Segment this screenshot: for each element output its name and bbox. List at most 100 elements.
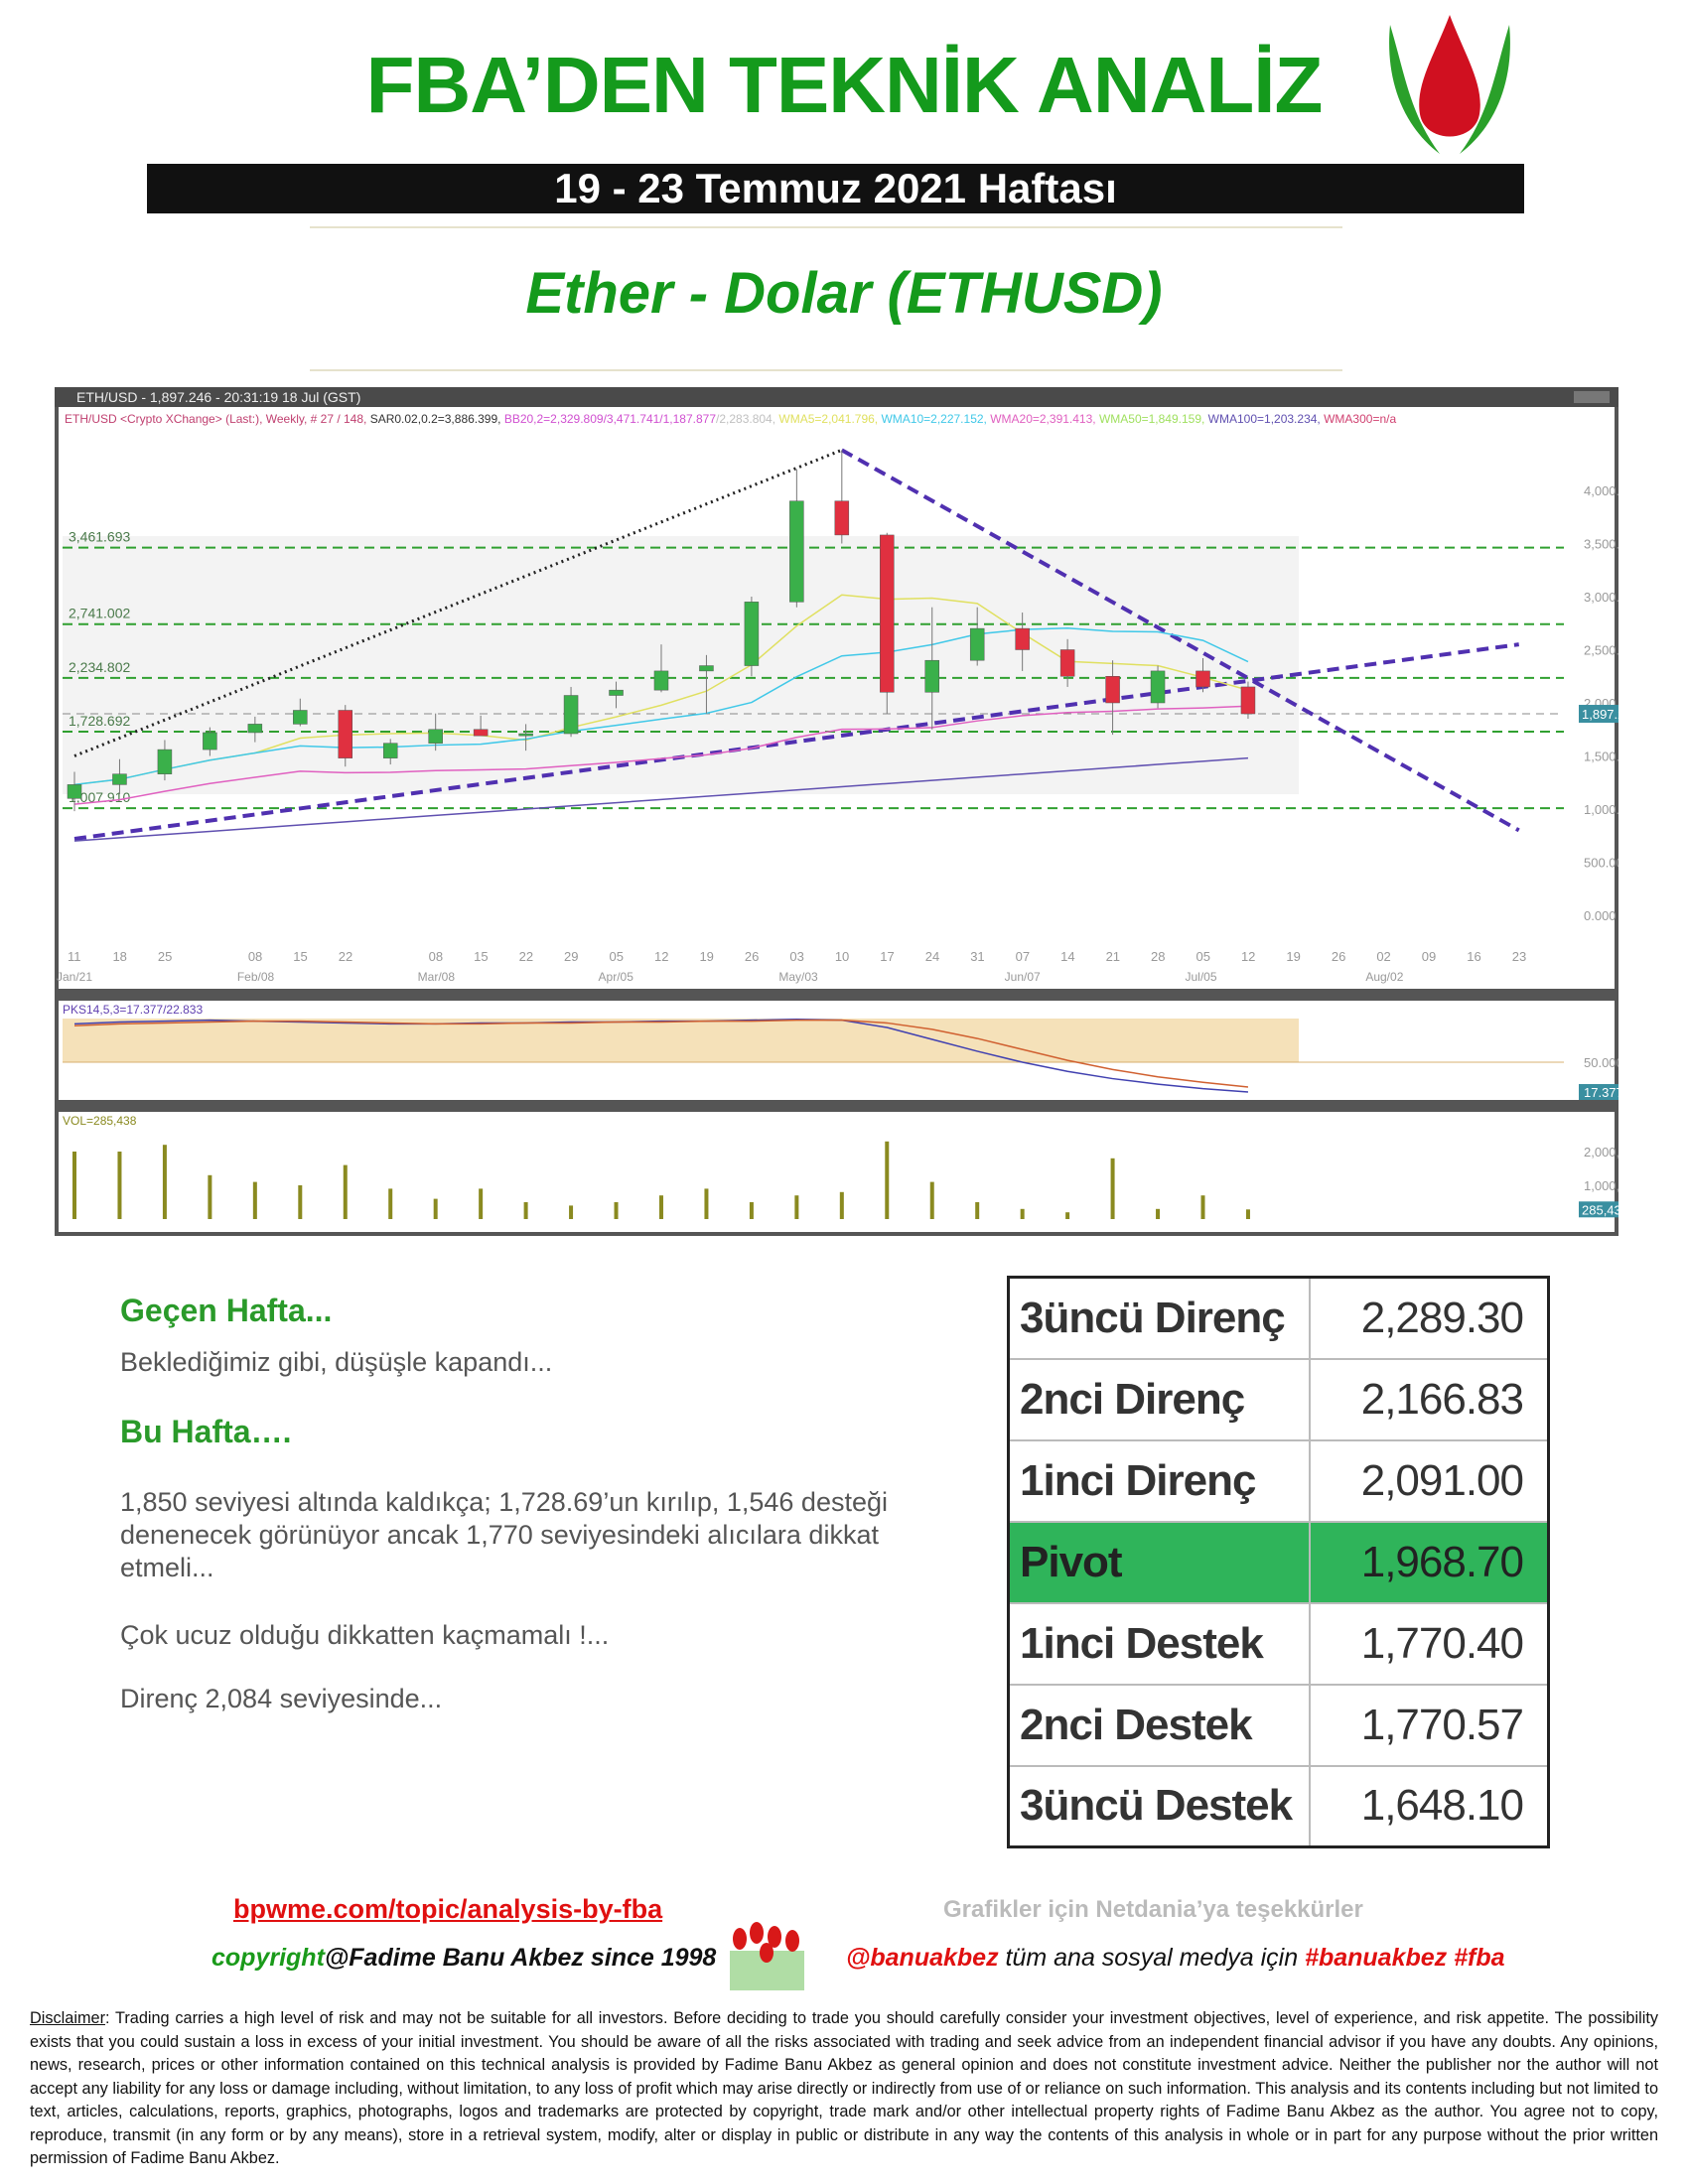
candle <box>112 773 127 785</box>
candle <box>653 670 669 691</box>
volume-bar <box>298 1185 303 1219</box>
legend-item: BB20,2=2,329.809/3,471.741/1,187.877 <box>504 412 717 426</box>
candle <box>834 500 850 536</box>
x-axis-month-tick: Jul/05 <box>1186 970 1217 984</box>
candle <box>924 659 939 693</box>
volume-bar <box>1156 1208 1161 1219</box>
y-axis-tick: 4,000.000 <box>1584 483 1618 498</box>
level-value: 1,968.70 <box>1308 1520 1550 1604</box>
x-axis-tick: 15 <box>293 949 307 964</box>
candle <box>744 602 760 666</box>
level-label: 3üncü Destek <box>1007 1764 1311 1848</box>
legend-item: WMA50=1,849.159, <box>1099 412 1208 426</box>
volume-bar <box>749 1202 754 1219</box>
x-axis-tick: 10 <box>835 949 849 964</box>
volume-bar <box>1020 1208 1025 1219</box>
legend-item: WMA5=2,041.796, <box>778 412 881 426</box>
volume-bar <box>117 1152 122 1219</box>
candle <box>382 743 398 758</box>
oscillator-tag <box>1579 1084 1618 1101</box>
level-value: 2,091.00 <box>1308 1438 1550 1523</box>
copyright-owner: @Fadime Banu Akbez since 1998 <box>324 1944 717 1972</box>
x-axis-tick: 15 <box>474 949 488 964</box>
volume-bar <box>704 1188 709 1219</box>
level-label: 1,007.910 <box>69 789 130 805</box>
chart-window-title: ETH/USD - 1,897.246 - 20:31:19 18 Jul (G… <box>76 389 360 405</box>
x-axis-tick: 23 <box>1512 949 1526 964</box>
x-axis-tick: 19 <box>1286 949 1300 964</box>
overbought-zone <box>63 1019 1299 1062</box>
legend-item: WMA20=2,391.413, <box>990 412 1099 426</box>
last-week-heading: Geçen Hafta... <box>120 1293 333 1328</box>
level-value: 1,770.40 <box>1308 1601 1550 1686</box>
candle <box>247 724 263 734</box>
analysis-paragraph: 1,850 seviyesi altında kaldıkça; 1,728.6… <box>120 1487 888 1582</box>
x-axis-tick: 17 <box>880 949 894 964</box>
volume-bar <box>343 1164 348 1219</box>
x-axis-tick: 07 <box>1016 949 1030 964</box>
x-axis-tick: 25 <box>158 949 172 964</box>
x-axis-tick: 24 <box>925 949 939 964</box>
trendline <box>840 448 1520 833</box>
credits-text: Grafikler için Netdania’ya teşekkürler <box>943 1896 1363 1923</box>
disclaimer-text: : Trading carries a high level of risk a… <box>30 2009 1658 2167</box>
x-axis-tick: 22 <box>519 949 533 964</box>
last-price-tag <box>1579 705 1618 724</box>
level-label: 1inci Destek <box>1007 1601 1311 1686</box>
x-axis-month-tick: May/03 <box>778 970 818 984</box>
volume-bar <box>614 1202 619 1219</box>
disclaimer-label: Disclaimer <box>30 2009 105 2027</box>
pane-separator <box>55 1100 1618 1112</box>
volume-bar <box>1200 1195 1205 1219</box>
candle <box>473 729 489 737</box>
volume-bar <box>1065 1212 1070 1219</box>
analysis-link[interactable]: bpwme.com/topic/analysis-by-fba <box>233 1894 663 1924</box>
divider <box>310 369 1342 371</box>
level-label: 2,741.002 <box>69 606 130 621</box>
copyright-text: copyright@Fadime Banu Akbez since 1998 <box>211 1944 716 1973</box>
x-axis-month-tick: Aug/02 <box>1365 970 1403 984</box>
x-axis-tick: 28 <box>1151 949 1165 964</box>
level-value: 1,648.10 <box>1308 1764 1550 1848</box>
legend-item: WMA100=1,203.234, <box>1208 412 1324 426</box>
chart-titlebar <box>55 387 1618 407</box>
social-text: @banuakbez tüm ana sosyal medya için #ba… <box>846 1944 1505 1973</box>
window-controls-icon <box>1574 391 1610 403</box>
chart-svg: ETH/USD - 1,897.246 - 20:31:19 18 Jul (G… <box>55 387 1618 1219</box>
oscillator-last: 17.377 <box>1584 1085 1618 1100</box>
volume-bar <box>433 1198 438 1219</box>
level-label: 2nci Destek <box>1007 1683 1311 1767</box>
tulip-logo-icon <box>1389 15 1510 154</box>
hashtags[interactable]: #banuakbez #fba <box>1305 1944 1505 1972</box>
x-axis-tick: 03 <box>789 949 803 964</box>
volume-tick: 2,000,000 <box>1584 1145 1618 1160</box>
candle <box>1150 670 1166 704</box>
candle <box>67 784 82 799</box>
x-axis-tick: 08 <box>248 949 262 964</box>
x-axis-tick: 29 <box>564 949 578 964</box>
y-axis-tick: 1,500.000 <box>1584 750 1618 764</box>
x-axis-tick: 22 <box>339 949 352 964</box>
candle <box>789 500 804 603</box>
x-axis-month-tick: Jun/07 <box>1005 970 1041 984</box>
pane-separator <box>55 989 1618 1001</box>
level-row: Pivot 1,968.70 <box>1007 1520 1550 1604</box>
x-axis-tick: 21 <box>1106 949 1120 964</box>
this-week-heading: Bu Hafta…. <box>120 1414 292 1449</box>
y-axis-tick: 0.000 <box>1584 908 1617 923</box>
wma10-line <box>73 627 1249 786</box>
volume-bar <box>1245 1209 1250 1219</box>
analysis-paragraph: Direnç 2,084 seviyesinde... <box>120 1684 443 1713</box>
level-row: 3üncü Direnç 2,289.30 <box>1007 1276 1550 1360</box>
volume-bar <box>975 1202 980 1219</box>
pivot-levels-table: 3üncü Direnç 2,289.30 2nci Direnç 2,166.83 1… <box>1007 1276 1550 1848</box>
level-label: 3,461.693 <box>69 529 130 545</box>
candle <box>1105 676 1120 704</box>
level-value: 2,166.83 <box>1308 1357 1550 1441</box>
x-axis-tick: 14 <box>1060 949 1074 964</box>
volume-bar <box>569 1205 574 1219</box>
level-row: 2nci Destek 1,770.57 <box>1007 1683 1550 1767</box>
copyright-word: copyright <box>211 1944 325 1972</box>
social-handle[interactable]: @banuakbez <box>846 1944 999 1972</box>
candle <box>699 665 714 672</box>
